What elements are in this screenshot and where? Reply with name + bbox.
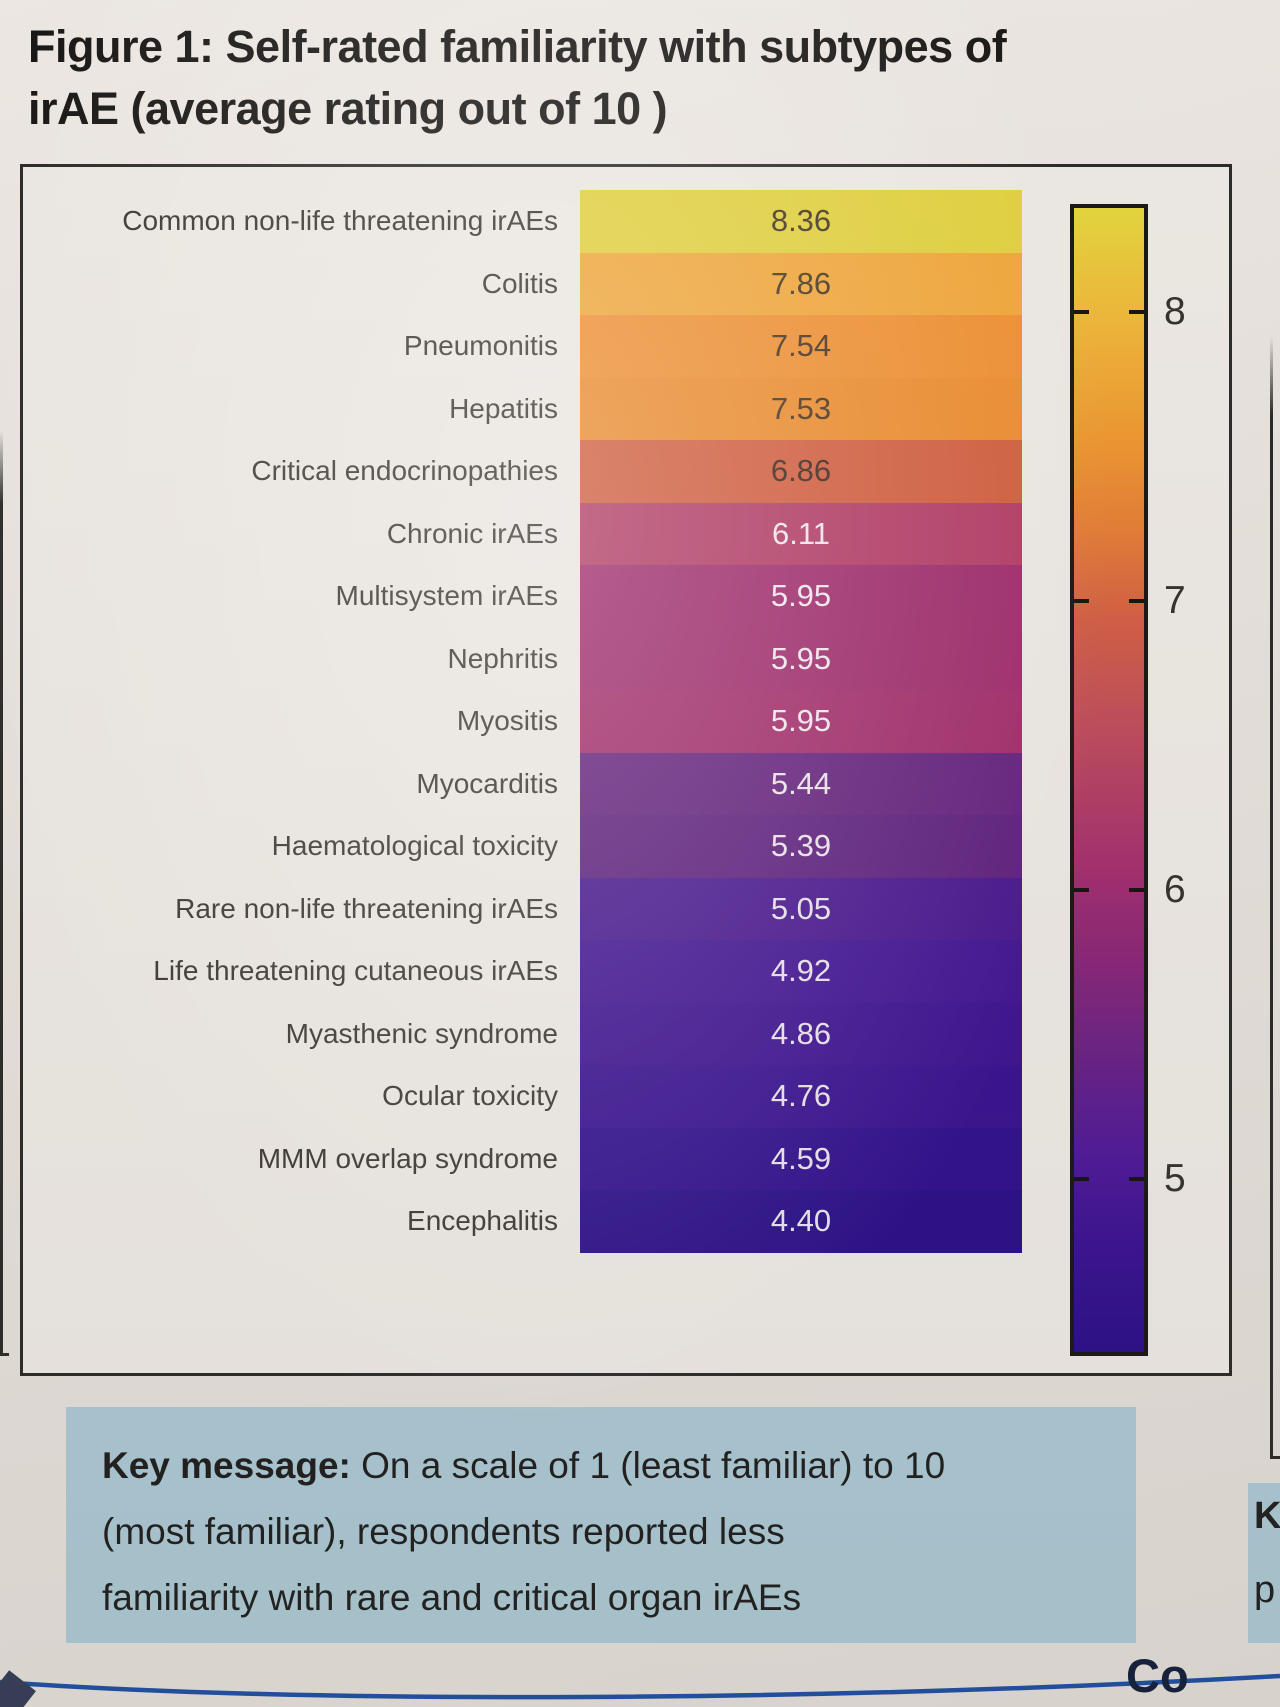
heatmap-row: Chronic irAEs 6.11 [22,502,1022,565]
heatmap-row: Pneumonitis 7.54 [22,315,1022,378]
row-category-label: Chronic irAEs [386,517,558,549]
row-heat-cell: 5.95 [580,627,1022,690]
row-category-label: Life threatening cutaneous irAEs [153,955,558,986]
row-category-label: Rare non-life threatening irAEs [175,892,558,924]
adjacent-figure-border-fragment-left [0,430,3,1355]
heatmap-row: Multisystem irAEs 5.95 [22,565,1022,628]
row-heat-cell: 5.44 [580,752,1022,815]
row-category-label: Critical endocrinopathies [251,455,558,486]
colorbar-gradient [1070,204,1148,1356]
heatmap-row: Myositis 5.95 [22,690,1022,753]
colorbar-tick-label: 5 [1164,1156,1186,1200]
heatmap-row: Colitis 7.86 [22,252,1022,315]
row-heat-cell: 8.36 [580,190,1022,253]
heatmap-row: Critical endocrinopathies 6.86 [22,440,1022,503]
row-category-label: Hepatitis [449,392,558,424]
row-heat-cell: 4.59 [580,1127,1022,1190]
heatmap-row: Myasthenic syndrome 4.86 [22,1002,1022,1065]
row-category-label: Haematological toxicity [271,830,558,861]
colorbar-tick-mark [1129,598,1144,603]
adjacent-key-letter-top: K [1254,1495,1280,1537]
row-heat-cell: 7.53 [580,377,1022,440]
row-category-label: Myasthenic syndrome [285,1017,558,1049]
row-heat-cell: 5.95 [580,565,1022,628]
adjacent-figure-border-corner-left [0,1353,9,1356]
row-heat-cell: 4.40 [580,1190,1022,1253]
row-heat-cell: 4.92 [580,940,1022,1003]
row-category-label: Myocarditis [416,767,558,799]
colorbar-tick-mark [1074,1176,1089,1181]
row-heat-cell: 4.76 [580,1065,1022,1128]
colorbar-tick-mark [1074,887,1089,892]
colorbar-tick-label: 6 [1164,867,1186,911]
heatmap-row: Common non-life threatening irAEs 8.36 [22,190,1022,253]
colorbar-tick-mark [1129,1176,1144,1181]
row-heat-cell: 7.54 [580,315,1022,378]
colorbar-tick-label: 7 [1164,578,1186,622]
key-message-line1: Key message: On a scale of 1 (least fami… [102,1433,1108,1499]
figure-title-line2: irAE (average rating out of 10 ) [28,83,668,134]
key-message-line1-text: On a scale of 1 (least familiar) to 10 [350,1445,946,1486]
row-category-label: Pneumonitis [403,330,558,361]
row-category-label: Colitis [481,267,558,299]
key-message-label: Key message: [102,1445,351,1486]
colorbar-tick-mark [1129,887,1144,892]
colorbar-tick-label: 8 [1164,290,1186,333]
row-heat-cell: 5.39 [580,815,1022,878]
heatmap-row: Ocular toxicity 4.76 [22,1065,1022,1128]
row-heat-cell: 4.86 [580,1002,1022,1065]
heatmap-row: Nephritis 5.95 [22,627,1022,690]
adjacent-figure-border-fragment-right [1270,336,1273,1458]
row-category-label: MMM overlap syndrome [257,1142,558,1174]
figure-title-line1: Figure 1: Self-rated familiarity with su… [28,21,1007,72]
row-heat-cell: 6.11 [580,502,1022,565]
row-category-label: Ocular toxicity [382,1080,558,1111]
heatmap-rows: Common non-life threatening irAEs 8.36 Col… [22,190,1022,1253]
heatmap-row: Myocarditis 5.44 [22,752,1022,815]
adjacent-key-message-fragment: K p [1248,1483,1280,1643]
heatmap-row: Encephalitis 4.40 [22,1190,1022,1253]
heatmap-row: Rare non-life threatening irAEs 5.05 [22,877,1022,940]
heatmap-row: Haematological toxicity 5.39 [22,815,1022,878]
key-message-line3: familiarity with rare and critical organ… [102,1577,802,1618]
adjacent-figure-border-corner-right [1270,1456,1280,1459]
row-category-label: Myositis [456,705,558,736]
adjacent-key-letter-bottom: p [1254,1569,1276,1611]
key-message-line2: (most familiar), respondents reported le… [102,1511,785,1552]
section-divider-line [0,1673,1280,1700]
colorbar: 8 7 6 5 [1070,204,1186,1356]
heatmap-row: Life threatening cutaneous irAEs 4.92 [22,940,1022,1003]
row-category-label: Multisystem irAEs [335,580,558,611]
colorbar-tick-mark [1074,598,1089,603]
heatmap-row: MMM overlap syndrome 4.59 [22,1127,1022,1190]
row-heat-cell: 5.95 [580,690,1022,753]
row-heat-cell: 7.86 [580,252,1022,315]
next-section-heading-fragment: Co [1126,1649,1189,1702]
row-category-label: Common non-life threatening irAEs [122,205,558,236]
heatmap-row: Hepatitis 7.53 [22,377,1022,440]
key-message-box: Key message: On a scale of 1 (least fami… [66,1407,1136,1643]
colorbar-tick-mark [1129,310,1144,314]
row-category-label: Nephritis [447,642,558,674]
colorbar-tick-mark [1074,310,1089,314]
row-category-label: Encephalitis [407,1205,558,1236]
row-heat-cell: 6.86 [580,440,1022,503]
figure-title: Figure 1: Self-rated familiarity with su… [28,16,1238,140]
row-heat-cell: 5.05 [580,877,1022,940]
